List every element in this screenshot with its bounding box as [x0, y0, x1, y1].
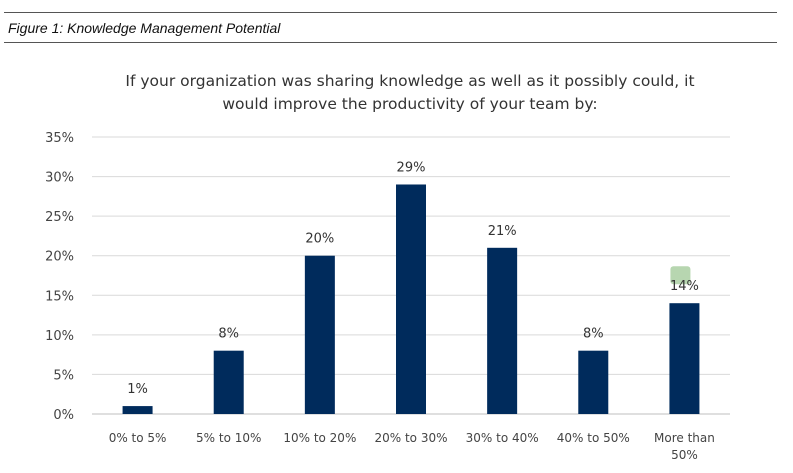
data-label: 8% [218, 327, 239, 342]
y-tick-label: 10% [45, 329, 74, 344]
y-tick-label: 0% [53, 408, 74, 423]
bar [396, 184, 426, 414]
y-tick-label: 35% [45, 131, 74, 146]
data-label: 8% [583, 327, 604, 342]
x-tick-label: 5% to 10% [196, 431, 261, 445]
x-tick-label: 30% to 40% [466, 431, 539, 445]
highlight-marker [670, 266, 691, 285]
data-label: 29% [397, 160, 426, 175]
figure-caption: Figure 1: Knowledge Management Potential [8, 20, 281, 36]
data-label: 20% [305, 232, 334, 247]
bar [669, 303, 700, 414]
caption-bottom-rule [4, 42, 777, 43]
x-tick-label: 20% to 30% [374, 431, 447, 445]
chart-title: If your organization was sharing knowled… [80, 70, 740, 116]
data-label: 14% [670, 279, 699, 294]
y-tick-label: 30% [45, 171, 74, 186]
y-tick-label: 25% [45, 210, 74, 225]
bar [213, 350, 244, 414]
bar [487, 247, 518, 414]
y-tick-label: 5% [53, 368, 74, 383]
y-tick-label: 20% [45, 250, 74, 265]
x-tick-label: 10% to 20% [283, 431, 356, 445]
caption-top-rule [4, 12, 777, 13]
y-tick-label: 15% [45, 289, 74, 304]
x-tick-label: 50% [671, 448, 698, 462]
data-label: 21% [488, 224, 517, 239]
chart-title-line-1: If your organization was sharing knowled… [125, 72, 695, 90]
x-tick-label: 40% to 50% [557, 431, 630, 445]
bar [578, 350, 609, 414]
x-tick-label: More than [654, 431, 715, 445]
x-tick-label: 0% to 5% [109, 431, 167, 445]
chart-title-line-2: would improve the productivity of your t… [222, 95, 598, 113]
bar [122, 406, 153, 414]
data-label: 1% [127, 382, 148, 397]
bar [304, 255, 335, 414]
